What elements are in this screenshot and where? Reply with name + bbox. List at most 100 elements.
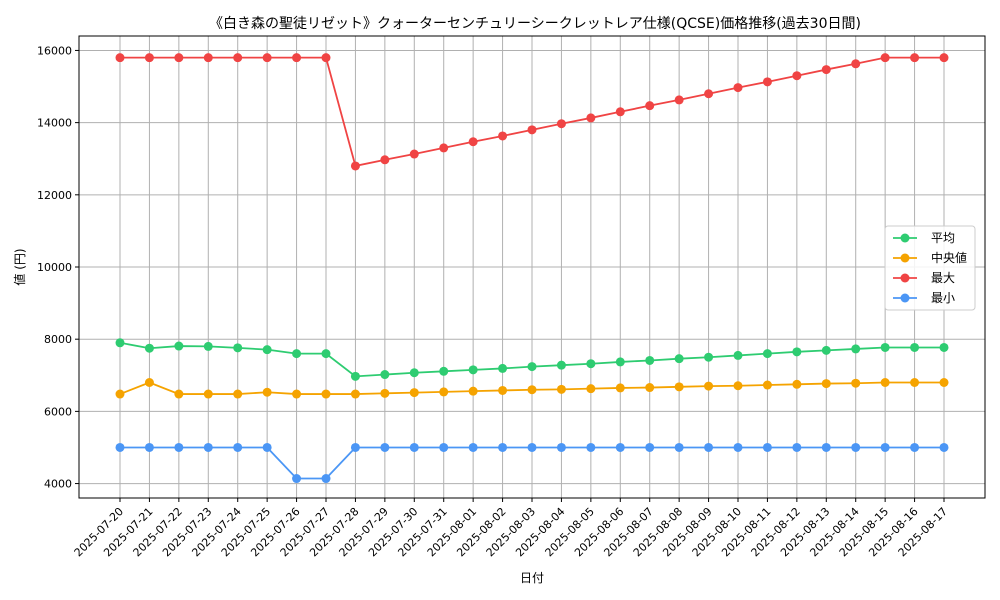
data-point <box>645 101 655 111</box>
data-point <box>762 380 772 390</box>
data-point <box>674 95 684 105</box>
data-point <box>704 89 714 99</box>
legend-item: 中央値 <box>893 250 967 265</box>
data-point <box>851 344 861 354</box>
grid <box>79 36 985 498</box>
data-point <box>350 371 360 381</box>
data-point <box>233 343 243 353</box>
data-point <box>880 53 890 63</box>
data-point <box>910 53 920 63</box>
data-point <box>586 113 596 123</box>
data-point <box>203 442 213 452</box>
data-point <box>762 349 772 359</box>
data-point <box>380 388 390 398</box>
data-point <box>262 53 272 63</box>
legend-swatch-marker <box>900 233 910 243</box>
y-tick-label: 6000 <box>44 405 72 418</box>
data-point <box>556 119 566 129</box>
data-point <box>144 378 154 387</box>
legend-item: 最大 <box>893 271 955 285</box>
data-point <box>321 349 331 359</box>
data-point <box>939 378 949 387</box>
data-point <box>262 345 272 355</box>
data-point <box>292 389 302 399</box>
series-3 <box>115 442 949 484</box>
data-point <box>821 65 831 75</box>
data-point <box>527 385 537 395</box>
data-point <box>233 53 243 63</box>
data-point <box>409 442 419 452</box>
data-point <box>851 378 861 388</box>
data-point <box>439 366 449 376</box>
legend-item: 最小 <box>893 291 955 305</box>
plot-frame <box>78 35 986 499</box>
series-layer <box>115 53 949 484</box>
data-point <box>233 442 243 452</box>
data-point <box>292 53 302 63</box>
data-point <box>792 71 802 81</box>
data-point <box>704 352 714 362</box>
data-point <box>880 378 890 387</box>
data-point <box>468 365 478 375</box>
data-point <box>733 350 743 360</box>
data-point <box>468 137 478 147</box>
data-point <box>821 379 831 389</box>
y-tick-label: 12000 <box>37 189 72 202</box>
data-point <box>880 342 890 352</box>
chart-title: 《白き森の聖徒リゼット》クォーターセンチュリーシークレットレア仕様(QCSE)価… <box>209 16 861 32</box>
data-point <box>203 341 213 351</box>
series-2 <box>115 53 949 171</box>
data-point <box>527 125 537 135</box>
data-point <box>262 442 272 452</box>
data-point <box>350 442 360 452</box>
data-point <box>615 357 625 367</box>
data-point <box>645 355 655 365</box>
data-point <box>498 363 508 373</box>
data-point <box>615 442 625 452</box>
data-point <box>821 442 831 452</box>
data-point <box>910 442 920 452</box>
data-point <box>527 362 537 372</box>
data-point <box>439 143 449 153</box>
data-point <box>409 388 419 398</box>
data-point <box>115 338 125 348</box>
data-point <box>910 378 920 387</box>
data-point <box>144 53 154 63</box>
data-point <box>498 385 508 395</box>
data-point <box>468 386 478 396</box>
data-point <box>115 53 125 63</box>
data-point <box>851 442 861 452</box>
data-point <box>939 442 949 452</box>
data-point <box>115 442 125 452</box>
data-point <box>704 381 714 391</box>
data-point <box>409 368 419 378</box>
legend-swatch-marker <box>900 293 910 303</box>
data-point <box>733 83 743 93</box>
data-point <box>674 382 684 392</box>
data-point <box>409 149 419 159</box>
y-tick-label: 4000 <box>44 478 72 491</box>
data-point <box>380 442 390 452</box>
data-point <box>910 342 920 352</box>
y-tick-label: 14000 <box>37 117 72 130</box>
data-point <box>674 442 684 452</box>
data-point <box>498 131 508 141</box>
legend-swatch-marker <box>900 273 910 283</box>
legend-swatch-marker <box>900 253 910 263</box>
data-point <box>321 474 331 484</box>
y-axis-label: 値 (円) <box>12 248 27 285</box>
data-point <box>527 442 537 452</box>
data-point <box>615 383 625 393</box>
data-point <box>556 384 566 394</box>
data-point <box>233 389 243 399</box>
data-point <box>439 387 449 397</box>
data-point <box>851 59 861 69</box>
data-point <box>615 107 625 117</box>
data-point <box>762 442 772 452</box>
data-point <box>292 474 302 484</box>
data-point <box>321 53 331 63</box>
data-point <box>586 359 596 369</box>
data-point <box>645 383 655 393</box>
data-point <box>586 442 596 452</box>
